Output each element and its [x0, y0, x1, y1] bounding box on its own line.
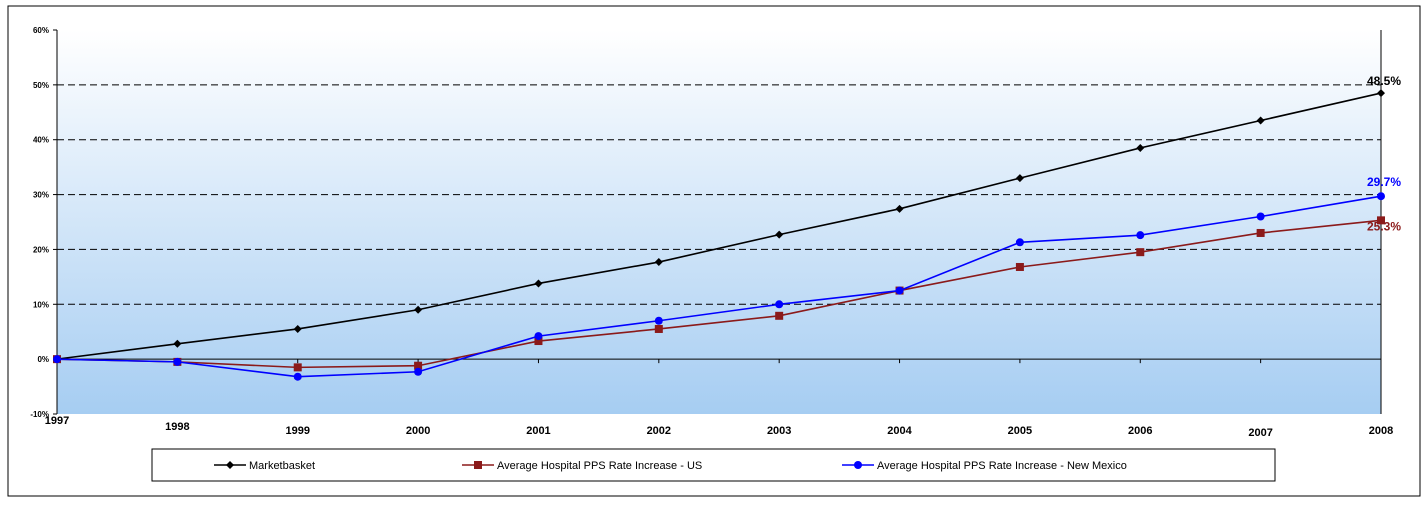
legend-label: Average Hospital PPS Rate Increase - US	[497, 460, 702, 472]
data-point-diamond	[1256, 116, 1265, 125]
end-value-label: 29.7%	[1367, 175, 1401, 189]
x-tick-label: 2008	[1369, 425, 1393, 437]
x-tick-label: 1998	[165, 421, 189, 433]
legend: Marketbasket Average Hospital PPS Rate In…	[151, 448, 1276, 482]
data-point-circle	[173, 357, 182, 366]
data-point-square	[474, 461, 482, 469]
data-point-diamond	[654, 258, 663, 267]
y-tick-label: 10%	[33, 300, 49, 309]
data-point-diamond	[1015, 174, 1024, 183]
data-point-diamond	[1377, 89, 1385, 98]
data-point-circle	[854, 461, 862, 469]
data-point-diamond	[775, 230, 784, 239]
y-tick-label: 40%	[33, 136, 49, 145]
data-point-diamond	[1136, 143, 1145, 152]
y-tick-label: 30%	[33, 191, 49, 200]
data-point-circle	[293, 372, 302, 381]
x-tick-label: 1999	[285, 425, 309, 437]
x-tick-label: 2004	[887, 425, 912, 437]
data-point-circle	[1136, 231, 1145, 240]
end-value-label: 25.3%	[1367, 219, 1401, 233]
data-point-square	[1377, 216, 1385, 225]
y-tick-label: 20%	[33, 245, 49, 254]
x-tick-label: 1997	[45, 415, 69, 427]
y-tick-label: 60%	[33, 26, 49, 35]
data-point-square	[293, 363, 302, 372]
data-labels: 48.5% 25.3% 29.7%	[1367, 74, 1401, 233]
data-point-circle	[775, 300, 784, 309]
data-point-square	[1256, 228, 1265, 237]
data-point-circle	[1377, 192, 1385, 201]
y-tick-label: 0%	[37, 355, 49, 364]
data-point-diamond	[895, 204, 904, 213]
data-point-diamond	[293, 324, 302, 333]
series-lines	[53, 89, 1385, 381]
x-tick-label: 2003	[767, 425, 791, 437]
data-point-circle	[1015, 238, 1024, 247]
legend-label: Marketbasket	[249, 460, 315, 472]
end-value-label: 48.5%	[1367, 74, 1401, 88]
data-point-circle	[414, 367, 423, 376]
data-point-diamond	[534, 279, 543, 288]
x-tick-label: 2001	[526, 425, 550, 437]
data-point-circle	[895, 286, 904, 295]
data-point-square	[534, 337, 543, 346]
data-point-circle	[654, 316, 663, 325]
x-tick-label: 2002	[647, 425, 671, 437]
y-tick-label: -10%	[30, 410, 49, 419]
x-tick-label: 2000	[406, 425, 430, 437]
y-tick-label: 50%	[33, 81, 49, 90]
data-point-square	[414, 361, 423, 370]
plot-area	[57, 30, 1381, 414]
data-point-square	[1136, 248, 1145, 257]
data-point-diamond	[226, 461, 234, 469]
data-point-square	[1015, 262, 1024, 271]
legend-box	[151, 448, 1276, 482]
data-point-circle	[1256, 212, 1265, 221]
series-line	[56, 219, 1382, 369]
data-point-diamond	[173, 339, 182, 348]
data-point-diamond	[414, 305, 423, 314]
x-tick-label: 2006	[1128, 425, 1152, 437]
axes: -10% 0% 10% 20% 30% 40% 50% 60% 1997 1998 1999 2000…	[30, 26, 1393, 439]
x-tick-label: 2007	[1248, 427, 1272, 439]
legend-label: Average Hospital PPS Rate Increase - New…	[877, 460, 1127, 472]
series-line	[56, 92, 1382, 360]
data-point-circle	[534, 332, 543, 341]
data-point-circle	[53, 355, 61, 364]
data-point-square	[654, 324, 663, 333]
data-point-square	[775, 311, 784, 320]
series-line	[56, 195, 1382, 378]
x-tick-label: 2005	[1008, 425, 1032, 437]
